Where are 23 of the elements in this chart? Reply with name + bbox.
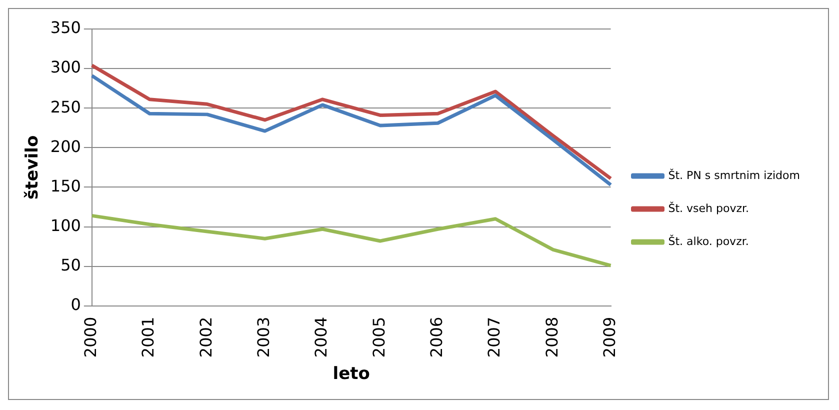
legend-label: Št. vseh povzr. (668, 200, 750, 215)
y-tick-label: 50 (60, 255, 81, 274)
x-tick-label: 2000 (81, 316, 100, 358)
x-tick-label: 2006 (426, 316, 446, 358)
y-tick-label: 0 (70, 295, 81, 314)
x-tick-label: 2001 (138, 316, 158, 358)
y-tick-label: 250 (50, 97, 81, 116)
x-axis-title: leto (332, 364, 370, 384)
legend-label: Št. alko. povzr. (668, 234, 749, 248)
y-tick-label: 200 (50, 136, 81, 156)
x-tick-label: 2008 (542, 316, 562, 358)
x-tick-label: 2009 (600, 316, 619, 358)
legend-label: Št. PN s smrtnim izidom (668, 168, 800, 182)
x-tick-label: 2003 (254, 316, 274, 358)
y-tick-label: 100 (50, 216, 81, 235)
y-axis-title: število (22, 135, 43, 200)
x-tick-label: 2004 (312, 316, 331, 358)
y-tick-label: 300 (50, 58, 81, 77)
x-tick-label: 2002 (196, 316, 216, 358)
x-tick-label: 2005 (369, 316, 388, 358)
y-tick-label: 150 (50, 176, 81, 196)
y-tick-label: 350 (50, 18, 81, 38)
x-tick-label: 2007 (484, 316, 504, 358)
